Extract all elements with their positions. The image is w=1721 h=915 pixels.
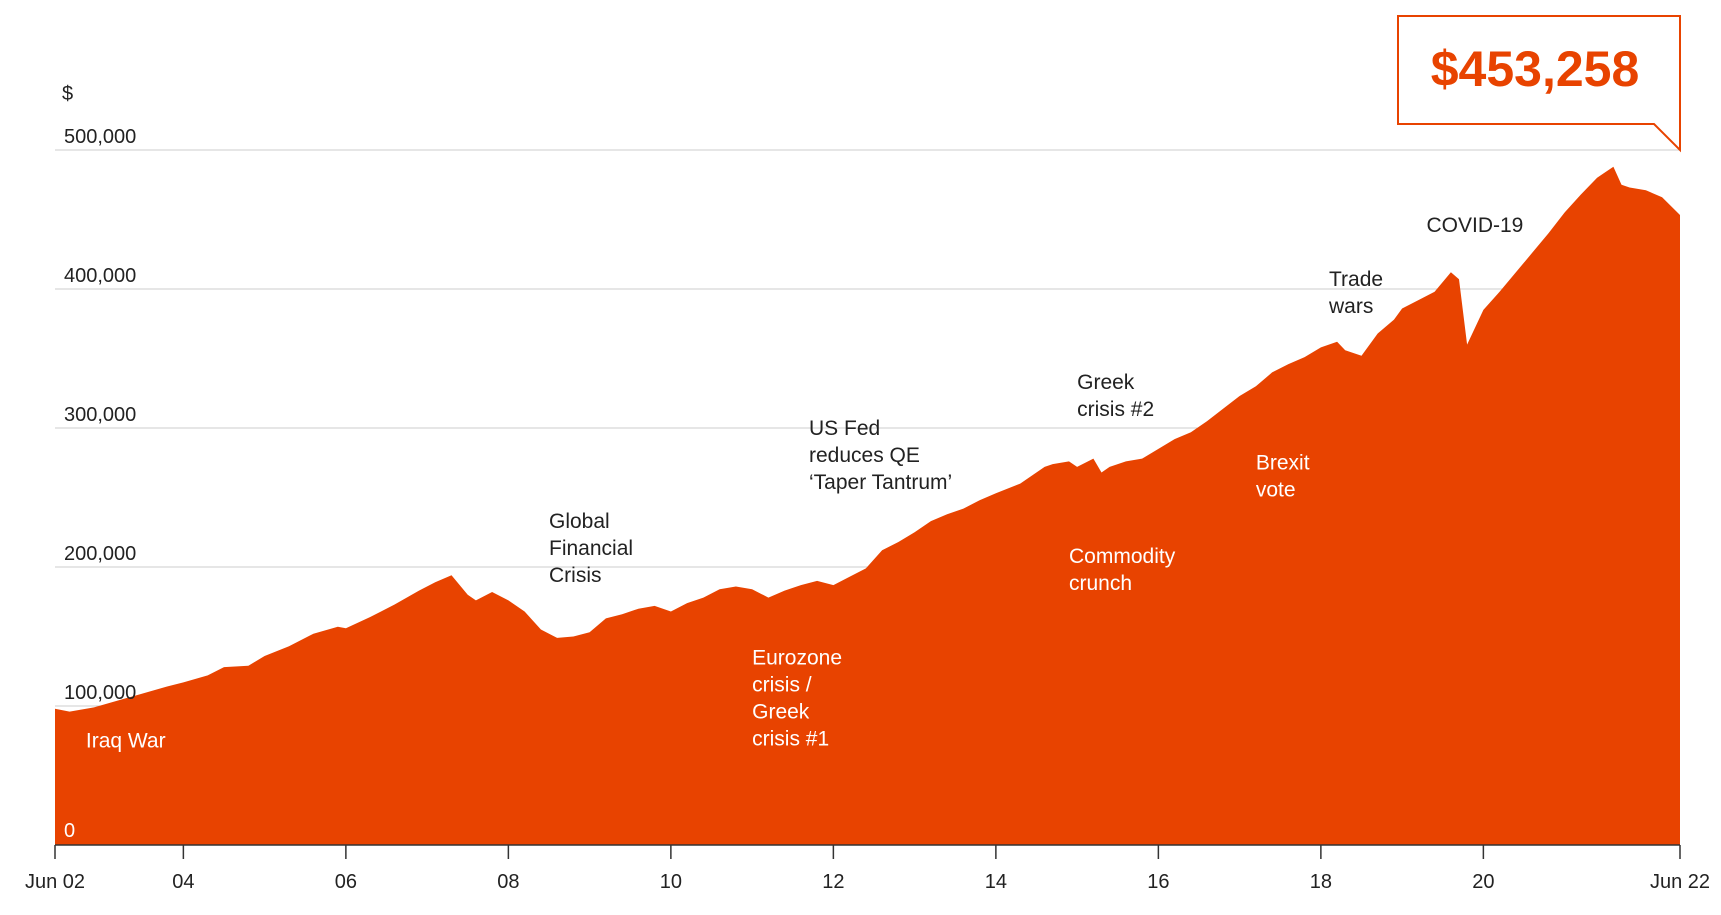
annotation-line: Greek (752, 700, 810, 723)
final-value-callout: $453,258 (1397, 15, 1681, 153)
annotation-line: crisis #1 (752, 727, 829, 750)
y-tick-label: 200,000 (64, 543, 136, 565)
final-value-label: $453,258 (1431, 41, 1640, 97)
event-annotation: Iraq War (86, 730, 166, 753)
annotation-line: Greek (1077, 371, 1135, 394)
event-annotation: Brexit vote (1256, 452, 1310, 502)
event-annotations: Iraq War Global Financial Crisis Eurozone cri… (86, 214, 1523, 753)
annotation-line: US Fed (809, 417, 880, 440)
annotation-line: crunch (1069, 572, 1132, 595)
annotation-line: crisis / (752, 673, 812, 696)
x-tick-label: 16 (1147, 871, 1169, 893)
y-axis-label: $ (62, 83, 73, 105)
event-annotation: Greek crisis #2 (1077, 371, 1154, 421)
final-value-callout-box (1397, 15, 1681, 153)
y-tick-label: 100,000 (64, 682, 136, 704)
annotation-line: COVID-19 (1427, 214, 1524, 237)
event-annotation: COVID-19 (1427, 214, 1524, 237)
x-tick-label: 04 (172, 871, 194, 893)
x-tick-label: Jun 02 (25, 871, 85, 893)
x-tick-label: 06 (335, 871, 357, 893)
x-tick-label: 10 (660, 871, 682, 893)
x-tick-label: 12 (822, 871, 844, 893)
x-tick-label: 08 (497, 871, 519, 893)
y-tick-label: 400,000 (64, 265, 136, 287)
portfolio-value-area (55, 166, 1680, 845)
event-annotation: Commodity crunch (1069, 545, 1176, 595)
x-tick-label: 14 (985, 871, 1007, 893)
y-tick-label: 300,000 (64, 404, 136, 426)
annotation-line: vote (1256, 479, 1296, 502)
annotation-line: reduces QE (809, 444, 920, 467)
y-axis-ticks: 0 100,000 200,000 300,000 400,000 500,000 (64, 126, 136, 842)
annotation-line: ‘Taper Tantrum’ (809, 471, 952, 494)
annotation-line: Commodity (1069, 545, 1176, 568)
event-annotation: Global Financial Crisis (549, 510, 633, 587)
annotation-line: Iraq War (86, 730, 166, 753)
y-tick-label: 500,000 (64, 126, 136, 148)
annotation-line: crisis #2 (1077, 398, 1154, 421)
event-annotation: Trade wars (1328, 268, 1383, 318)
x-axis-ticks: Jun 02 04 06 08 10 12 14 16 18 20 Jun 22 (25, 845, 1710, 893)
event-annotation: US Fed reduces QE ‘Taper Tantrum’ (809, 417, 952, 494)
annotation-line: Trade (1329, 268, 1383, 291)
annotation-line: Financial (549, 537, 633, 560)
y-tick-label: 0 (64, 820, 75, 842)
x-tick-label: 18 (1310, 871, 1332, 893)
annotation-line: Global (549, 510, 610, 533)
annotation-line: wars (1328, 295, 1373, 318)
event-annotation: Eurozone crisis / Greek crisis #1 (752, 646, 842, 750)
annotation-line: Brexit (1256, 452, 1310, 475)
x-tick-label: Jun 22 (1650, 871, 1710, 893)
annotation-line: Crisis (549, 564, 602, 587)
x-tick-label: 20 (1472, 871, 1494, 893)
annotation-line: Eurozone (752, 646, 842, 669)
